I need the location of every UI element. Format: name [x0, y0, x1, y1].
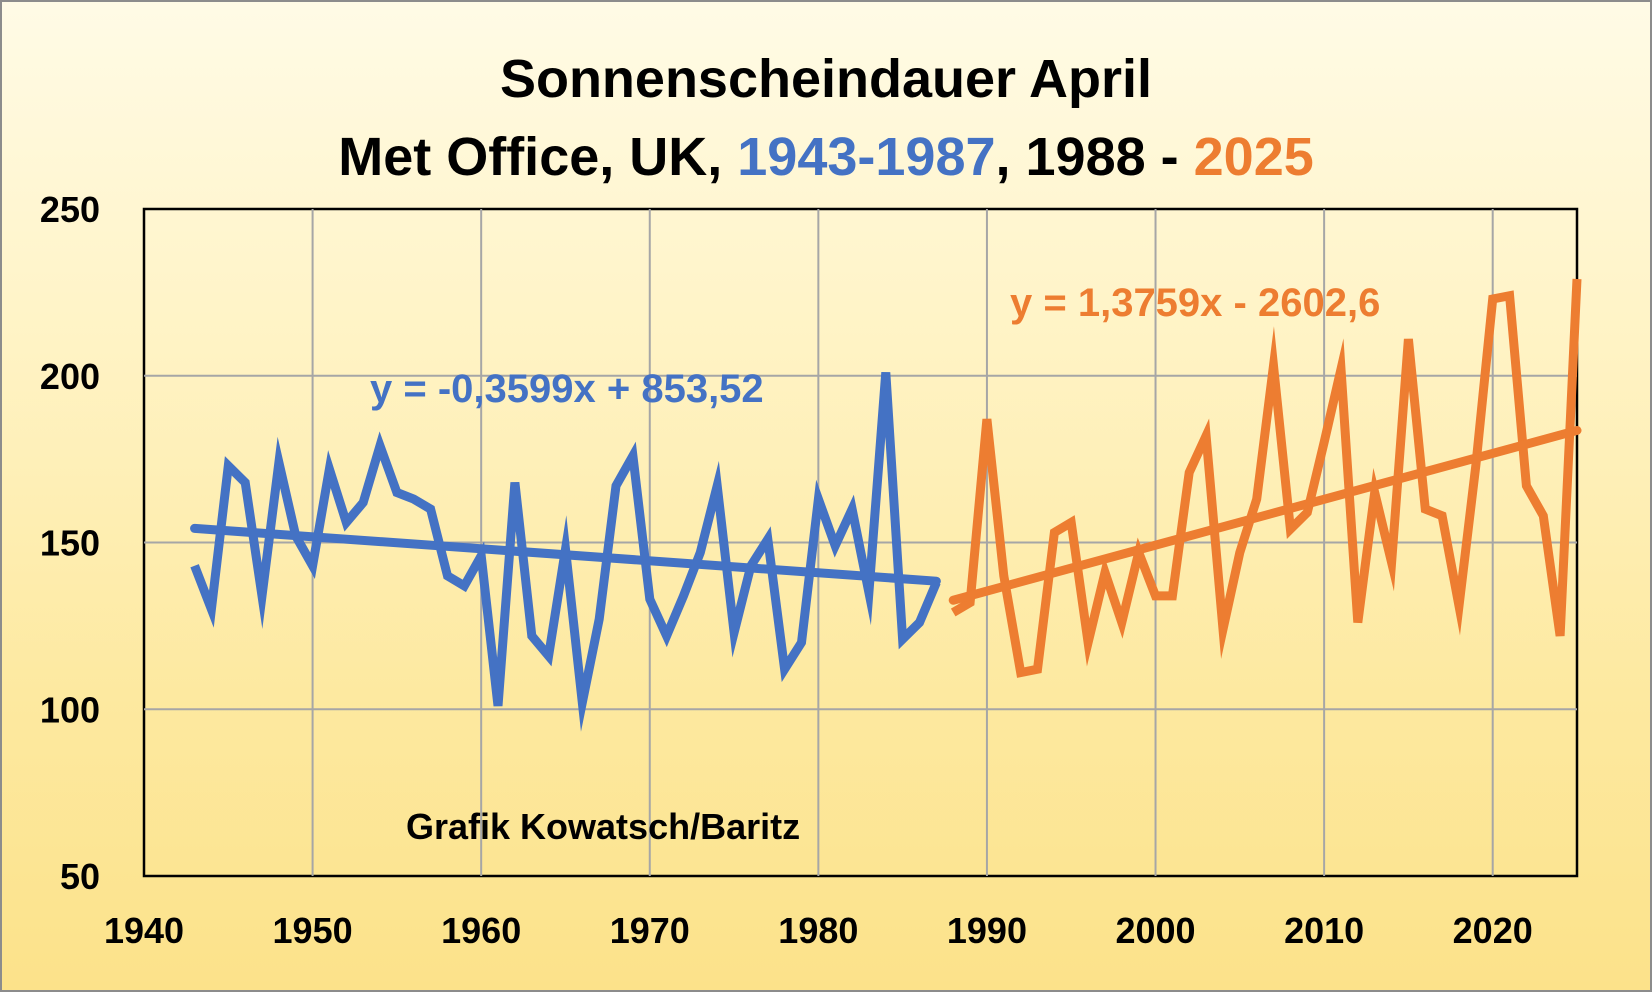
y-tick-label-200: 200	[40, 356, 100, 397]
chart-title-line-1: Sonnenscheindauer April	[499, 49, 1153, 109]
y-tick-label-50: 50	[60, 856, 100, 897]
credit-annotation: Grafik Kowatsch/Baritz	[406, 806, 800, 847]
trendline-equation-2: y = 1,3759x - 2602,6	[1010, 281, 1380, 325]
title-period-1: 1943-1987	[737, 127, 996, 187]
y-tick-label-250: 250	[40, 189, 100, 230]
y-tick-label-100: 100	[40, 689, 100, 730]
x-tick-label-2000: 2000	[1115, 910, 1195, 951]
trendline-1	[190, 523, 941, 586]
x-tick-label-1970: 1970	[610, 910, 690, 951]
series-line-2	[950, 278, 1582, 678]
y-tick-label-150: 150	[40, 523, 100, 564]
title-period-2: 2025	[1193, 127, 1314, 187]
title-separator: , 1988 -	[995, 127, 1194, 187]
tick-label-layer: 1940 1950 1960 1970 1980 1990 2000 2010 2020 50 10…	[40, 189, 1533, 951]
x-tick-label-1980: 1980	[778, 910, 858, 951]
title-prefix: Met Office, UK,	[338, 127, 738, 187]
x-tick-label-1940: 1940	[104, 910, 184, 951]
trendline-equation-1: y = -0,3599x + 853,52	[370, 367, 764, 411]
x-tick-label-2020: 2020	[1453, 910, 1533, 951]
x-tick-label-1960: 1960	[441, 910, 521, 951]
x-tick-label-1990: 1990	[947, 910, 1027, 951]
trendline-layer	[190, 425, 1582, 605]
series-layer	[190, 278, 1582, 732]
chart-title-line-2: Met Office, UK, 1943-1987, 1988 - 2025	[2, 126, 1650, 188]
trendline-2	[948, 425, 1582, 605]
x-tick-label-1950: 1950	[273, 910, 353, 951]
x-tick-label-2010: 2010	[1284, 910, 1364, 951]
